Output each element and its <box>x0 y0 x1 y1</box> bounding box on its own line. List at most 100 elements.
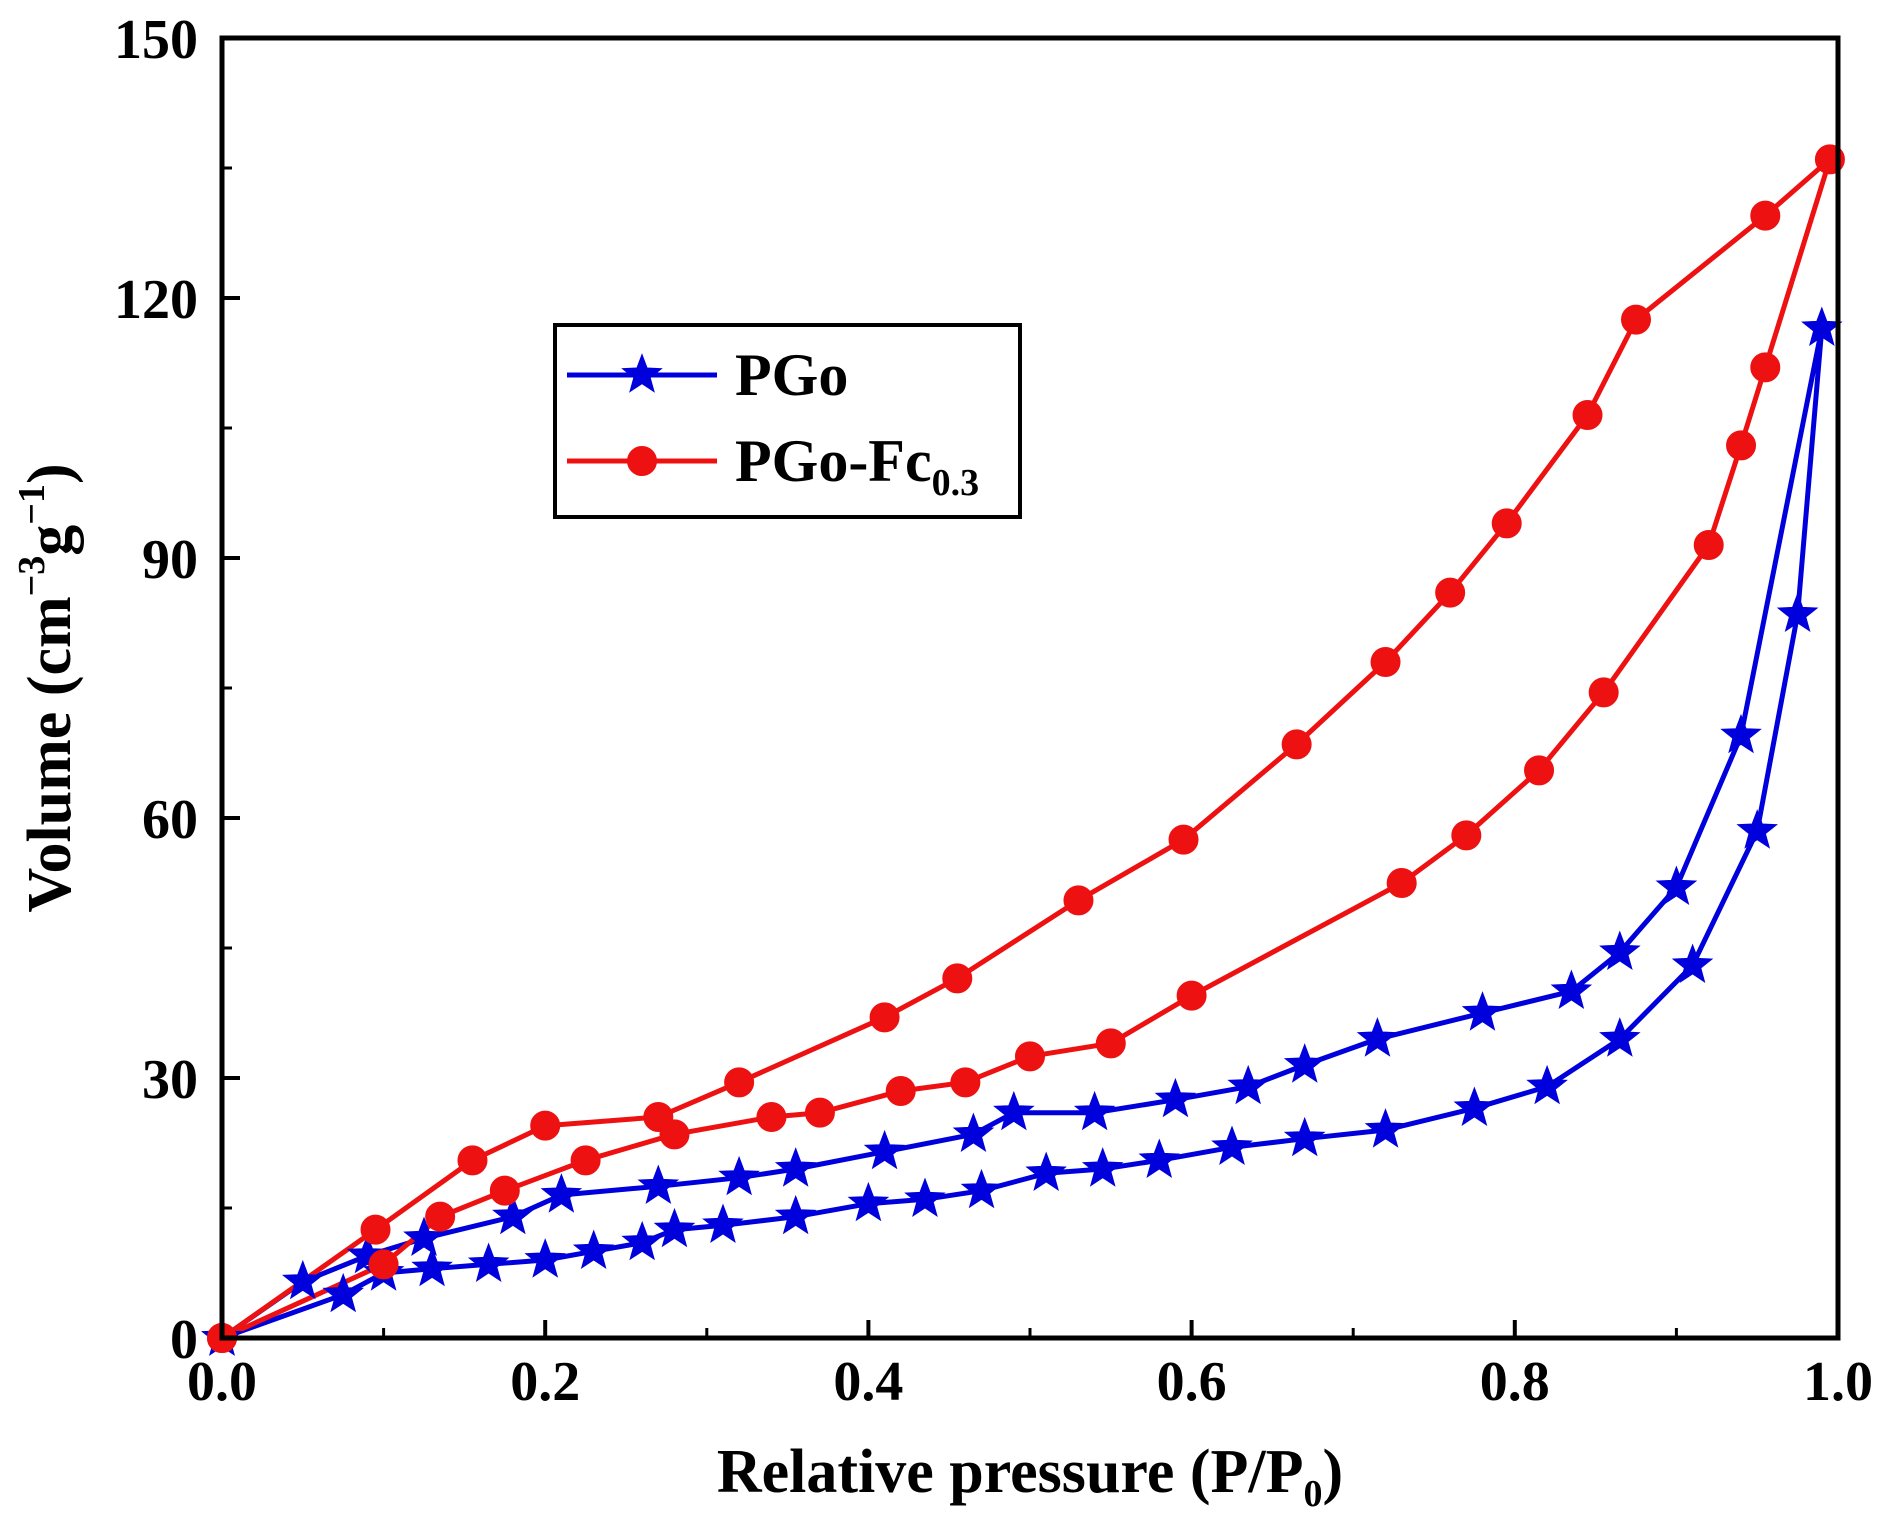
data-point-pgo <box>524 1238 567 1278</box>
data-point-pgo <box>1720 713 1762 754</box>
legend-label: PGo <box>735 342 848 408</box>
data-point-pgo <box>863 1129 906 1170</box>
data-point-pgo <box>653 1207 696 1248</box>
data-point-pgo <box>718 1155 760 1196</box>
data-point-pgo <box>467 1242 510 1283</box>
data-point-pgo <box>774 1194 817 1235</box>
data-point-pgo <box>1227 1064 1269 1105</box>
data-point-pgo-fc <box>1621 304 1651 335</box>
x-tick-label: 0.0 <box>187 1351 257 1413</box>
legend-entry-pgo: PGo <box>567 342 848 408</box>
data-point-pgo-fc <box>1386 868 1417 898</box>
series-markers <box>201 144 1845 1356</box>
data-point-pgo-fc <box>1572 400 1603 430</box>
data-point-pgo-fc <box>1451 820 1482 851</box>
data-point-pgo-fc <box>360 1214 391 1245</box>
x-axis-label: Relative pressure (P/P0) <box>717 1438 1343 1515</box>
data-point-pgo-fc <box>804 1097 835 1128</box>
data-point-pgo <box>1736 809 1779 849</box>
y-tick-label: 150 <box>114 9 198 71</box>
data-point-pgo <box>960 1168 1003 1209</box>
data-point-pgo-fc <box>950 1067 981 1098</box>
data-point-pgo <box>403 1216 445 1257</box>
data-point-pgo-fc <box>1750 200 1781 231</box>
axis-ticks <box>220 36 1840 1340</box>
data-point-pgo-fc <box>1726 430 1757 461</box>
data-point-pgo <box>1154 1077 1197 1118</box>
data-point-pgo-fc <box>570 1145 601 1176</box>
data-point-pgo <box>1599 1017 1641 1057</box>
data-point-pgo <box>1283 1116 1326 1157</box>
y-tick-label: 0 <box>170 1309 198 1371</box>
legend-entry-pgo-fc: PGo-Fc0.3 <box>567 428 979 504</box>
data-point-pgo <box>904 1177 946 1218</box>
data-point-pgo <box>1453 1086 1496 1127</box>
data-point-pgo-fc <box>457 1145 488 1176</box>
data-point-pgo-fc <box>1063 885 1094 916</box>
data-point-pgo <box>1364 1108 1407 1148</box>
y-axis-label: Volume (cm−3g−1) <box>11 463 84 912</box>
data-point-pgo <box>492 1194 534 1235</box>
data-point-pgo <box>1671 943 1714 984</box>
data-point-pgo <box>1211 1125 1253 1166</box>
data-point-pgo <box>1801 306 1843 347</box>
data-point-pgo <box>1081 1147 1124 1187</box>
data-point-pgo <box>1526 1064 1568 1105</box>
legend: PGo PGo-Fc0.3 <box>553 323 1022 519</box>
data-point-pgo <box>1550 969 1593 1010</box>
x-tick-label: 0.6 <box>1157 1351 1227 1413</box>
data-point-pgo <box>1025 1151 1067 1192</box>
data-point-pgo-fc <box>1168 824 1199 855</box>
data-point-pgo <box>322 1272 365 1313</box>
data-point-pgo-fc <box>1281 729 1312 760</box>
data-point-pgo-fc <box>1588 677 1619 708</box>
data-point-pgo <box>621 1220 663 1261</box>
data-point-pgo-fc <box>1176 980 1207 1011</box>
y-tick-label: 120 <box>114 269 198 331</box>
data-point-pgo <box>637 1164 680 1205</box>
x-tick-label: 0.8 <box>1480 1351 1550 1413</box>
data-point-pgo-fc <box>885 1076 916 1106</box>
data-point-pgo <box>1073 1090 1116 1131</box>
data-point-pgo <box>572 1229 615 1270</box>
data-point-pgo-fc <box>643 1102 674 1132</box>
y-tick-label: 30 <box>142 1049 198 1111</box>
axis-tick-labels: 0.0 0.2 0.4 0.6 0.8 1.0 0 30 60 90 120 150 <box>114 9 1873 1413</box>
data-point-pgo <box>1776 592 1819 633</box>
data-point-pgo <box>1138 1138 1181 1179</box>
data-point-pgo-fc <box>1435 577 1466 608</box>
data-point-pgo-fc <box>368 1249 399 1280</box>
data-point-pgo-fc <box>1491 508 1522 539</box>
legend-label: PGo-Fc0.3 <box>735 428 979 504</box>
data-point-pgo-fc <box>1693 530 1724 560</box>
data-point-pgo <box>993 1090 1035 1131</box>
data-point-pgo-fc <box>942 963 973 994</box>
data-point-pgo-fc <box>1750 352 1781 383</box>
data-point-pgo <box>774 1147 817 1187</box>
data-point-pgo <box>952 1112 995 1153</box>
data-point-pgo-fc <box>425 1201 456 1232</box>
data-point-pgo <box>1461 991 1504 1031</box>
y-tick-label: 60 <box>142 789 198 851</box>
x-tick-label: 1.0 <box>1803 1351 1873 1413</box>
data-point-pgo-fc <box>530 1110 561 1141</box>
data-point-pgo-fc <box>1095 1028 1126 1059</box>
data-point-pgo <box>1283 1043 1326 1083</box>
data-point-pgo <box>411 1246 453 1287</box>
legend-box <box>553 323 1022 519</box>
data-point-pgo <box>847 1181 890 1222</box>
data-point-pgo <box>1356 1017 1399 1057</box>
data-point-pgo <box>1599 930 1641 971</box>
data-point-pgo-fc <box>869 1002 900 1033</box>
data-point-pgo <box>702 1203 744 1244</box>
y-tick-label: 90 <box>142 529 198 591</box>
data-point-pgo <box>540 1173 583 1213</box>
data-point-pgo-fc <box>1015 1041 1045 1072</box>
data-point-pgo-fc <box>1524 755 1555 786</box>
data-point-pgo <box>281 1259 324 1300</box>
x-tick-label: 0.4 <box>833 1351 903 1413</box>
legend-marker <box>621 353 663 393</box>
x-tick-label: 0.2 <box>510 1351 580 1413</box>
legend-marker <box>627 446 657 476</box>
